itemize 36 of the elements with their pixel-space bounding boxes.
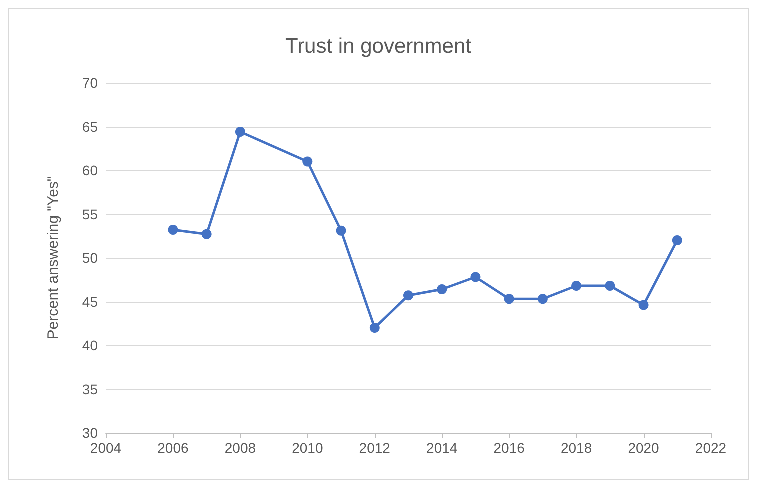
y-tick-label: 55 [82, 206, 98, 222]
point [605, 281, 616, 291]
x-tick-label: 2010 [292, 440, 324, 456]
point [672, 236, 682, 246]
point [538, 294, 548, 304]
point [437, 284, 448, 294]
x-tick-label: 2020 [628, 440, 660, 456]
x-tick-label: 2014 [426, 440, 458, 456]
y-tick-label: 45 [82, 294, 98, 310]
point [470, 272, 481, 282]
x-tick-label: 2018 [560, 440, 592, 456]
point [404, 290, 414, 301]
y-tick-label: 50 [82, 250, 98, 266]
x-tick-label: 2016 [494, 440, 526, 456]
y-tick-label: 40 [82, 338, 98, 354]
point [168, 225, 178, 235]
x-tick-label: 2022 [695, 440, 727, 456]
point [336, 226, 346, 236]
y-tick-label: 30 [82, 425, 98, 441]
point [302, 156, 313, 167]
point [572, 281, 582, 291]
point [370, 323, 380, 333]
y-axis-title: Percent answering "Yes" [45, 176, 62, 340]
point [638, 300, 649, 310]
y-tick-label: 60 [82, 162, 98, 178]
y-tick-label: 35 [82, 381, 98, 398]
y-tick-label: 70 [82, 75, 98, 91]
x-tick-label: 2004 [90, 440, 122, 456]
x-tick-label: 2012 [359, 440, 391, 456]
point [504, 294, 514, 304]
chart-title: Trust in government [286, 35, 472, 58]
x-tick-label: 2006 [158, 440, 189, 456]
point [202, 229, 212, 240]
point [235, 127, 246, 137]
y-tick-label: 65 [82, 118, 98, 135]
x-tick-label: 2008 [224, 440, 256, 456]
